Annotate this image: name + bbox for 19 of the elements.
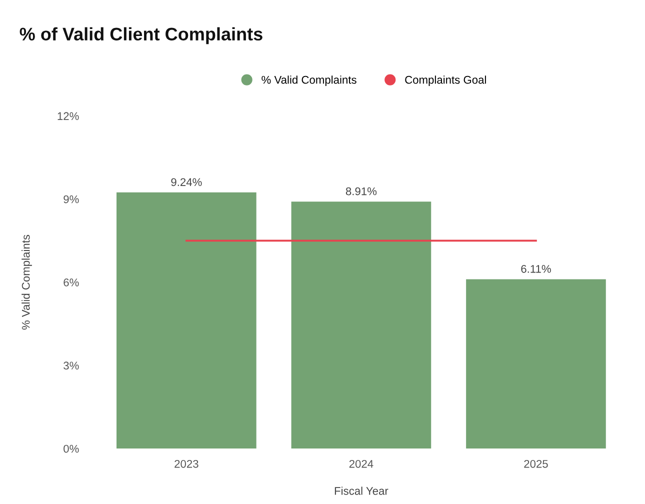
y-tick-label: 6%: [64, 278, 79, 286]
bar: [466, 279, 606, 449]
data-label: 6.11%: [521, 264, 551, 273]
chart-title: % of Valid Client Complaints: [20, 27, 262, 44]
x-tick-label: 2024: [349, 460, 374, 468]
y-axis-title: % Valid Complaints: [22, 234, 32, 330]
x-tick-label: 2023: [174, 460, 198, 468]
data-label: 8.91%: [346, 187, 377, 196]
data-label: 9.24%: [171, 178, 202, 186]
legend-label: % Valid Complaints: [262, 76, 356, 86]
legend-label: Complaints Goal: [405, 76, 486, 86]
x-axis-title: Fiscal Year: [334, 486, 388, 495]
y-tick-label: 9%: [64, 195, 79, 204]
y-tick-label: 3%: [64, 362, 79, 370]
x-tick-label: 2025: [524, 460, 548, 468]
y-tick-label: 0%: [64, 444, 79, 453]
bar: [291, 202, 432, 449]
y-tick-label: 12%: [58, 112, 79, 120]
bar: [116, 192, 256, 449]
